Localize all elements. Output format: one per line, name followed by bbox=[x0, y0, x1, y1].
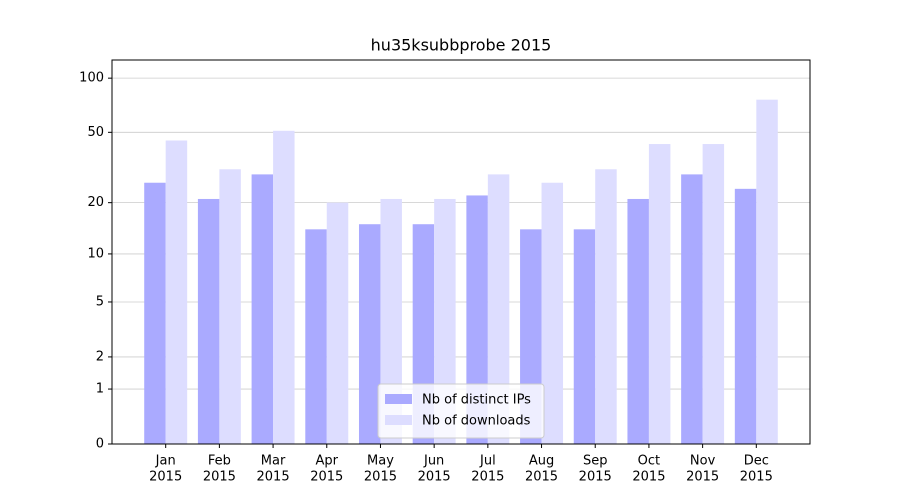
bar bbox=[595, 169, 617, 444]
bar bbox=[358, 224, 381, 444]
bar bbox=[648, 144, 671, 444]
x-tick-label: Nov bbox=[690, 454, 716, 469]
bar bbox=[326, 202, 349, 444]
chart-title: hu35ksubbprobe 2015 bbox=[371, 36, 552, 55]
x-tick-label: 2015 bbox=[310, 470, 343, 485]
x-tick-label: 2015 bbox=[525, 470, 558, 485]
bar bbox=[573, 229, 596, 444]
x-tick-label: 2015 bbox=[686, 470, 719, 485]
y-tick-label: 20 bbox=[87, 195, 104, 210]
bar bbox=[681, 174, 703, 445]
x-tick-label: Sep bbox=[583, 454, 608, 469]
x-tick-label: 2015 bbox=[364, 470, 397, 485]
x-tick-label: Apr bbox=[316, 454, 339, 469]
x-tick-label: 2015 bbox=[632, 470, 665, 485]
y-tick-label: 1 bbox=[96, 382, 104, 397]
legend-box bbox=[377, 383, 545, 439]
bar bbox=[627, 198, 649, 444]
bar bbox=[197, 198, 220, 444]
x-tick-label: 2015 bbox=[203, 470, 236, 485]
y-tick-label: 100 bbox=[79, 71, 104, 86]
x-tick-label: 2015 bbox=[471, 470, 504, 485]
bar bbox=[541, 182, 564, 444]
x-tick-label: 2015 bbox=[579, 470, 612, 485]
x-tick-label: 2015 bbox=[149, 470, 182, 485]
bar bbox=[487, 174, 510, 445]
legend-label: Nb of downloads bbox=[422, 414, 531, 429]
x-tick-label: 2015 bbox=[418, 470, 451, 485]
bar bbox=[219, 169, 241, 444]
bar bbox=[734, 188, 757, 444]
y-tick-label: 0 bbox=[96, 437, 104, 452]
x-tick-label: Jul bbox=[479, 454, 496, 469]
legend-swatch bbox=[385, 415, 412, 425]
x-tick-label: Jun bbox=[423, 454, 444, 469]
x-tick-label: Aug bbox=[529, 454, 554, 469]
x-tick-label: 2015 bbox=[257, 470, 290, 485]
x-tick-label: Jan bbox=[155, 454, 176, 469]
y-tick-label: 10 bbox=[87, 246, 104, 261]
x-tick-label: Oct bbox=[638, 454, 660, 469]
bar bbox=[165, 140, 188, 445]
bar bbox=[380, 198, 402, 444]
bar bbox=[466, 195, 488, 444]
bar bbox=[702, 144, 725, 444]
legend-swatch bbox=[385, 394, 412, 404]
bar bbox=[273, 130, 295, 444]
y-tick-label: 5 bbox=[96, 294, 104, 309]
bar bbox=[305, 229, 327, 444]
bar bbox=[756, 99, 778, 444]
bar bbox=[434, 198, 456, 444]
y-tick-label: 50 bbox=[87, 125, 104, 140]
bar bbox=[251, 174, 274, 445]
legend-label: Nb of distinct IPs bbox=[422, 393, 531, 408]
y-tick-label: 2 bbox=[96, 349, 104, 364]
x-tick-label: Mar bbox=[261, 454, 286, 469]
x-tick-label: May bbox=[367, 454, 394, 469]
plot-frame bbox=[111, 59, 811, 445]
x-tick-label: Feb bbox=[208, 454, 231, 469]
x-tick-label: 2015 bbox=[740, 470, 773, 485]
x-tick-label: Dec bbox=[744, 454, 769, 469]
bar bbox=[144, 182, 166, 444]
